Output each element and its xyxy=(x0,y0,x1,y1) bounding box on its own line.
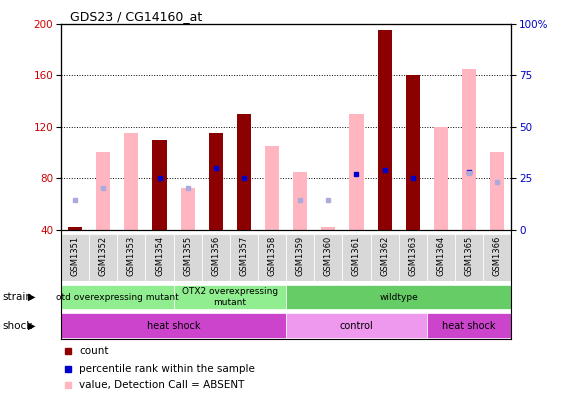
Text: GSM1357: GSM1357 xyxy=(239,236,249,276)
Bar xyxy=(237,114,251,230)
Text: count: count xyxy=(79,346,109,356)
Bar xyxy=(89,234,117,281)
Bar xyxy=(117,234,145,281)
Bar xyxy=(174,234,202,281)
Bar xyxy=(265,146,279,230)
Bar xyxy=(434,127,448,230)
Text: GSM1358: GSM1358 xyxy=(268,236,277,276)
Text: GDS23 / CG14160_at: GDS23 / CG14160_at xyxy=(70,10,202,23)
Bar xyxy=(209,133,223,230)
Text: GSM1363: GSM1363 xyxy=(408,236,417,276)
Bar xyxy=(286,313,427,338)
Bar xyxy=(202,234,230,281)
Bar xyxy=(258,234,286,281)
Bar xyxy=(349,114,364,230)
Text: percentile rank within the sample: percentile rank within the sample xyxy=(79,364,255,374)
Text: control: control xyxy=(340,320,374,331)
Text: GSM1351: GSM1351 xyxy=(70,236,80,276)
Text: OTX2 overexpressing
mutant: OTX2 overexpressing mutant xyxy=(182,287,278,307)
Bar xyxy=(61,313,286,338)
Bar xyxy=(483,234,511,281)
Text: otd overexpressing mutant: otd overexpressing mutant xyxy=(56,293,179,301)
Bar xyxy=(427,234,455,281)
Bar xyxy=(462,69,476,230)
Bar xyxy=(293,172,307,230)
Text: GSM1362: GSM1362 xyxy=(380,236,389,276)
Bar xyxy=(455,234,483,281)
Bar xyxy=(174,284,286,310)
Text: GSM1354: GSM1354 xyxy=(155,236,164,276)
Bar xyxy=(321,227,335,230)
Text: GSM1361: GSM1361 xyxy=(352,236,361,276)
Bar xyxy=(342,234,371,281)
Bar xyxy=(61,234,89,281)
Bar xyxy=(230,234,258,281)
Bar xyxy=(399,234,427,281)
Bar xyxy=(145,234,174,281)
Bar xyxy=(406,75,420,230)
Bar xyxy=(68,227,82,230)
Text: GSM1355: GSM1355 xyxy=(183,236,192,276)
Bar xyxy=(181,188,195,230)
Bar xyxy=(61,284,174,310)
Bar xyxy=(286,284,511,310)
Text: wildtype: wildtype xyxy=(379,293,418,301)
Text: GSM1365: GSM1365 xyxy=(465,236,474,276)
Text: GSM1352: GSM1352 xyxy=(99,236,107,276)
Text: heat shock: heat shock xyxy=(147,320,200,331)
Text: value, Detection Call = ABSENT: value, Detection Call = ABSENT xyxy=(79,380,245,390)
Text: GSM1359: GSM1359 xyxy=(296,236,304,276)
Text: heat shock: heat shock xyxy=(442,320,496,331)
Bar xyxy=(124,133,138,230)
Bar xyxy=(427,313,511,338)
Text: GSM1364: GSM1364 xyxy=(436,236,446,276)
Text: GSM1366: GSM1366 xyxy=(493,236,502,276)
Text: strain: strain xyxy=(3,292,33,302)
Bar xyxy=(152,140,167,230)
Text: ▶: ▶ xyxy=(28,292,35,302)
Bar xyxy=(378,30,392,230)
Text: ▶: ▶ xyxy=(28,320,35,331)
Bar xyxy=(68,227,82,230)
Text: GSM1353: GSM1353 xyxy=(127,236,136,276)
Bar xyxy=(286,234,314,281)
Bar xyxy=(96,152,110,230)
Bar xyxy=(490,152,504,230)
Text: GSM1356: GSM1356 xyxy=(211,236,220,276)
Text: shock: shock xyxy=(3,320,33,331)
Bar xyxy=(314,234,342,281)
Bar xyxy=(371,234,399,281)
Text: GSM1360: GSM1360 xyxy=(324,236,333,276)
